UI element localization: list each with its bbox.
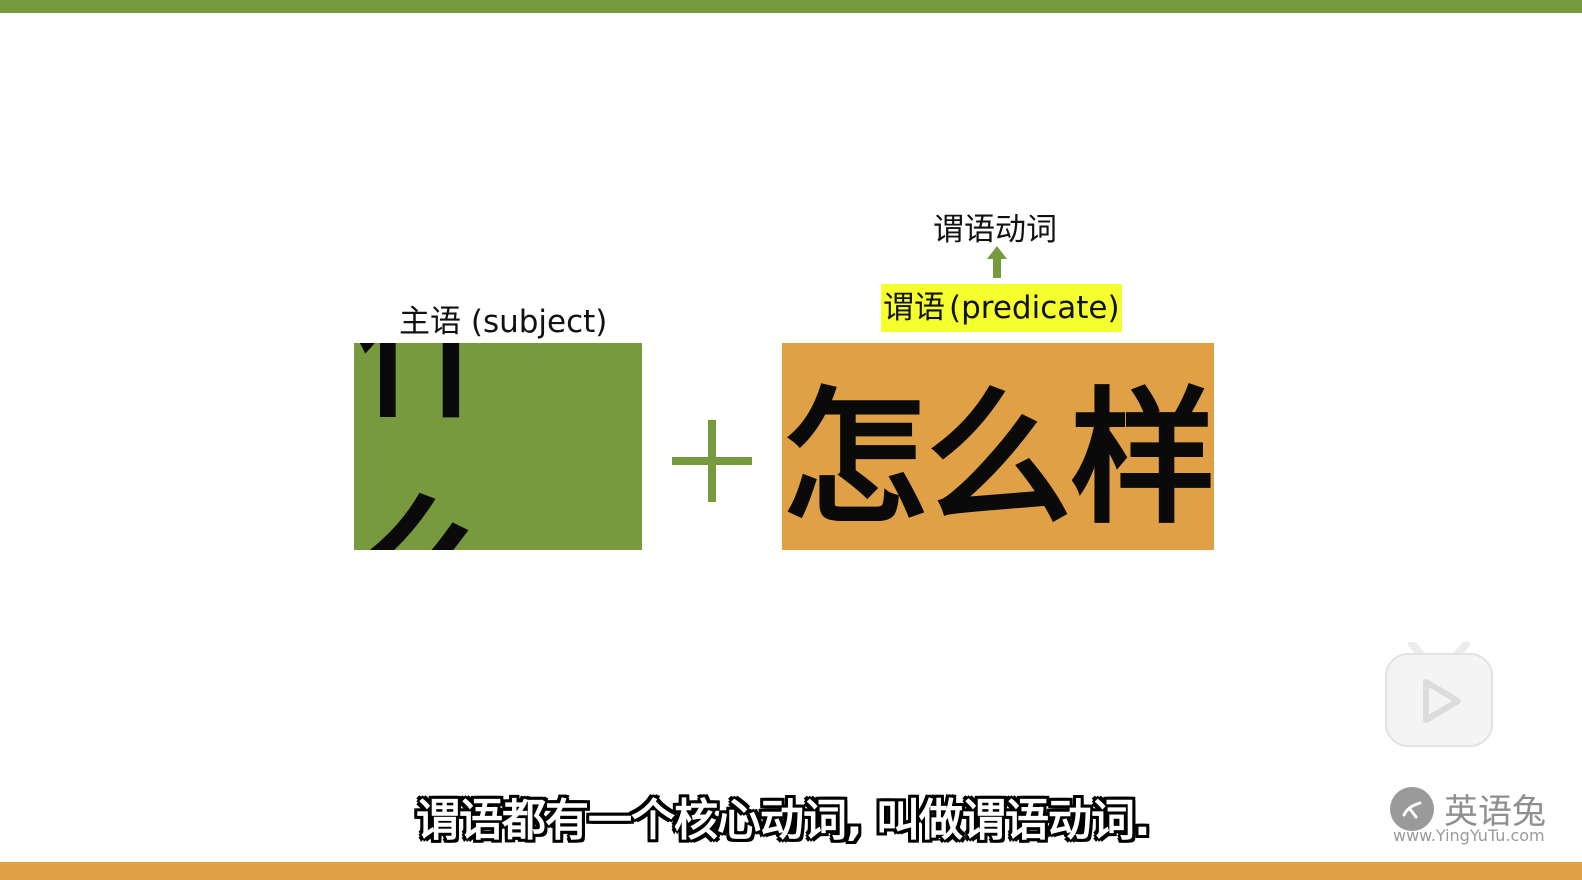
tv-play-icon (1385, 642, 1493, 747)
subject-box-text: 什么 (354, 343, 504, 550)
bottom-accent-bar (0, 862, 1582, 880)
predicate-label-cn: 谓语 (881, 284, 947, 332)
predicate-label-en: (predicate) (947, 284, 1122, 332)
watermark-name: 英语兔 (1444, 792, 1546, 832)
subject-box: 什么 (354, 343, 642, 550)
rabbit-logo-icon (1390, 786, 1434, 831)
predicate-verb-label: 谓语动词 (933, 212, 1057, 248)
arrow-up-icon (987, 246, 1007, 278)
subject-label: 主语 (subject) (399, 304, 608, 340)
watermark-url: www.YingYuTu.com (1393, 826, 1545, 845)
top-accent-bar (0, 0, 1582, 13)
predicate-box-text: 怎么样 (782, 373, 1214, 544)
predicate-box: 怎么样 (782, 343, 1214, 550)
plus-icon (672, 420, 752, 502)
predicate-label: 谓语 (predicate) (881, 284, 1122, 332)
subtitle-caption: 谓语都有一个核心动词, 叫做谓语动词. (416, 795, 1151, 846)
watermark-brand: 英语兔 (1390, 784, 1546, 833)
